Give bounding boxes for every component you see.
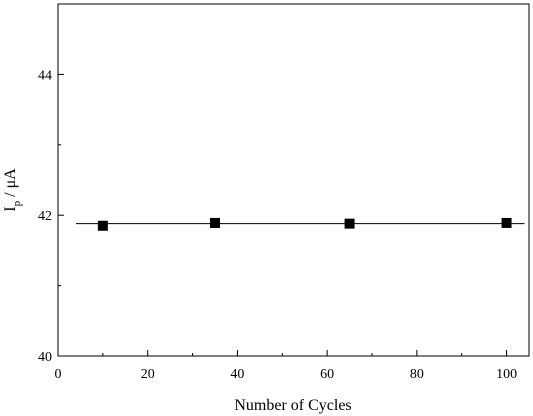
y-axis-title-suffix: / μA xyxy=(2,168,19,201)
x-tick-label-80: 80 xyxy=(410,367,424,382)
x-tick-label-0: 0 xyxy=(55,367,62,382)
x-tick-label-100: 100 xyxy=(496,367,517,382)
y-axis-title: Ip / μA xyxy=(2,168,23,212)
data-point-0-3 xyxy=(501,217,512,228)
data-point-0-1 xyxy=(210,217,220,228)
data-point-0-2 xyxy=(344,218,355,229)
y-tick-label-44: 44 xyxy=(38,68,52,83)
y-axis-title-main: I xyxy=(2,206,19,211)
x-tick-label-40: 40 xyxy=(230,367,244,382)
ticks: 0 20 40 60 80 100 40 42 44 xyxy=(38,68,517,382)
x-axis-title: Number of Cycles xyxy=(234,397,351,414)
y-tick-label-40: 40 xyxy=(38,350,52,365)
plot-frame xyxy=(57,3,530,357)
data-point-0-0 xyxy=(97,220,108,231)
x-tick-label-20: 20 xyxy=(141,367,155,382)
x-tick-label-60: 60 xyxy=(320,367,334,382)
y-tick-label-42: 42 xyxy=(38,209,52,224)
markers xyxy=(97,217,512,231)
y-axis-title-subscript: p xyxy=(11,200,23,206)
